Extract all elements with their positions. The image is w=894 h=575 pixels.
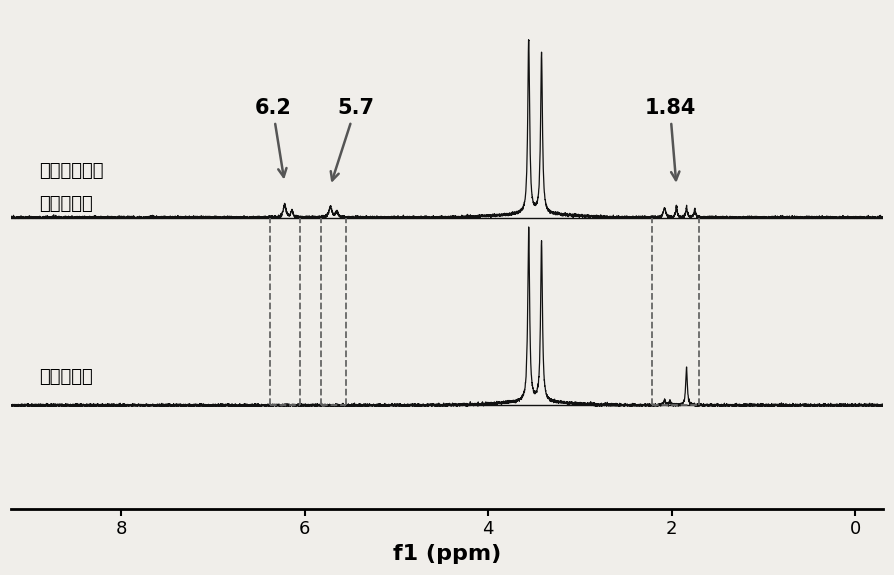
Text: 甲基丙烯酰化: 甲基丙烯酰化 xyxy=(38,162,103,179)
Text: 1.84: 1.84 xyxy=(645,98,696,180)
X-axis label: f1 (ppm): f1 (ppm) xyxy=(392,544,502,564)
Text: 6.2: 6.2 xyxy=(254,98,291,177)
Text: 5.7: 5.7 xyxy=(331,98,374,181)
Text: 硢性磷酸酶: 硢性磷酸酶 xyxy=(38,194,92,213)
Text: 硢性磷酸酶: 硢性磷酸酶 xyxy=(38,368,92,386)
